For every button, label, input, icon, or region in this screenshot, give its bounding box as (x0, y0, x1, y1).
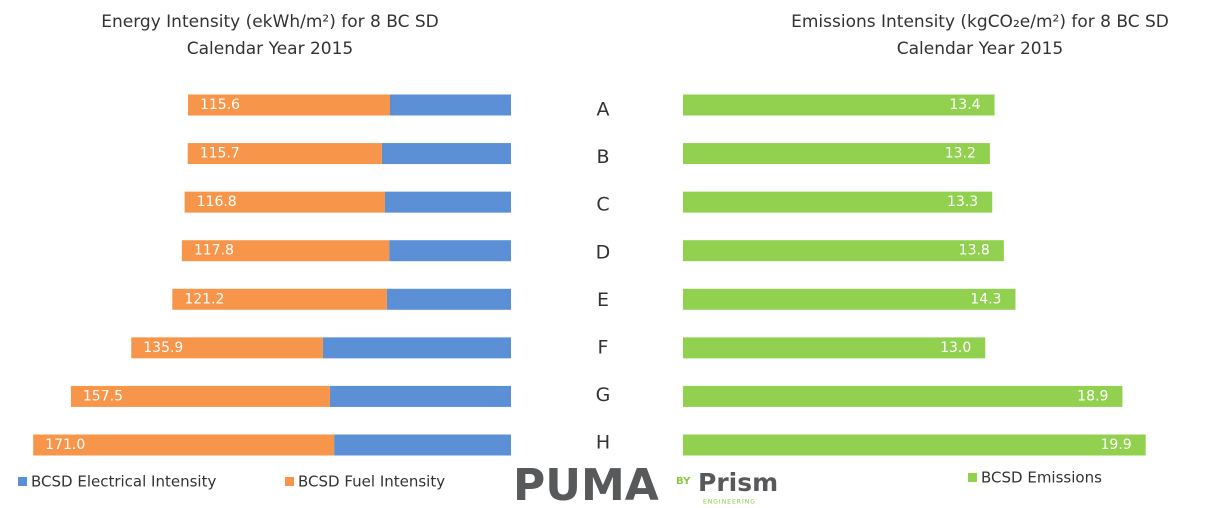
bar (683, 337, 986, 359)
value-label: 13.8 (959, 243, 990, 259)
logo-name: PUMA (513, 460, 659, 508)
legend-label: BCSD Emissions (981, 469, 1102, 487)
logo-by: BY (676, 476, 691, 487)
chart-subtitle: Calendar Year 2015 (187, 39, 354, 59)
legend-swatch (968, 473, 977, 482)
legend-label: BCSD Fuel Intensity (298, 473, 445, 491)
bar-segment (172, 288, 387, 310)
logo: PUMA BY Prism ENGINEERING (513, 460, 778, 508)
bar-segment (181, 240, 390, 262)
chart-title: Emissions Intensity (kgCO₂e/m²) for 8 BC… (791, 12, 1169, 32)
total-label: 116.8 (197, 194, 237, 210)
bar-segment (187, 143, 382, 165)
bar-segment (389, 240, 511, 262)
value-label: 13.2 (945, 146, 976, 162)
bar-segment (386, 288, 511, 310)
category-label: F (598, 337, 609, 359)
bar (683, 240, 1004, 262)
value-label: 13.0 (940, 340, 971, 356)
category-label: C (596, 194, 609, 216)
category-label: B (596, 146, 609, 168)
bar (683, 434, 1146, 456)
chart-title: Energy Intensity (ekWh/m²) for 8 BC SD (101, 12, 439, 32)
total-label: 135.9 (143, 340, 183, 356)
category-label: A (597, 99, 610, 121)
total-label: 117.8 (194, 243, 234, 259)
category-label: H (596, 432, 610, 454)
bar (683, 94, 995, 116)
value-label: 13.4 (949, 97, 980, 113)
total-label: 121.2 (184, 291, 224, 307)
total-label: 157.5 (83, 388, 123, 404)
bar-segment (131, 337, 323, 359)
total-label: 171.0 (45, 437, 85, 453)
bar-segment (381, 143, 511, 165)
legend-swatch (18, 477, 27, 486)
value-label: 18.9 (1077, 388, 1108, 404)
bar (683, 288, 1016, 310)
total-label: 115.7 (200, 146, 240, 162)
logo-brand: Prism (698, 468, 778, 497)
bar-segment (384, 191, 511, 213)
legend-label: BCSD Electrical Intensity (31, 473, 216, 491)
bar (683, 385, 1123, 407)
bar-segment (334, 434, 511, 456)
bar-segment (390, 94, 511, 116)
category-label: D (596, 241, 611, 263)
logo-tagline: ENGINEERING (703, 499, 756, 506)
bar-segment (187, 94, 391, 116)
value-label: 19.9 (1101, 437, 1132, 453)
bar-segment (322, 337, 511, 359)
bar-segment (70, 385, 330, 407)
total-label: 115.6 (200, 97, 240, 113)
category-label: G (596, 384, 611, 406)
bar (683, 191, 993, 213)
chart-subtitle: Calendar Year 2015 (897, 39, 1064, 59)
value-label: 13.3 (947, 194, 978, 210)
bar-segment (33, 434, 335, 456)
bar-segment (329, 385, 511, 407)
bar (683, 143, 990, 165)
category-label: E (597, 289, 609, 311)
value-label: 14.3 (970, 291, 1001, 307)
bar-segment (184, 191, 385, 213)
legend-swatch (285, 477, 294, 486)
